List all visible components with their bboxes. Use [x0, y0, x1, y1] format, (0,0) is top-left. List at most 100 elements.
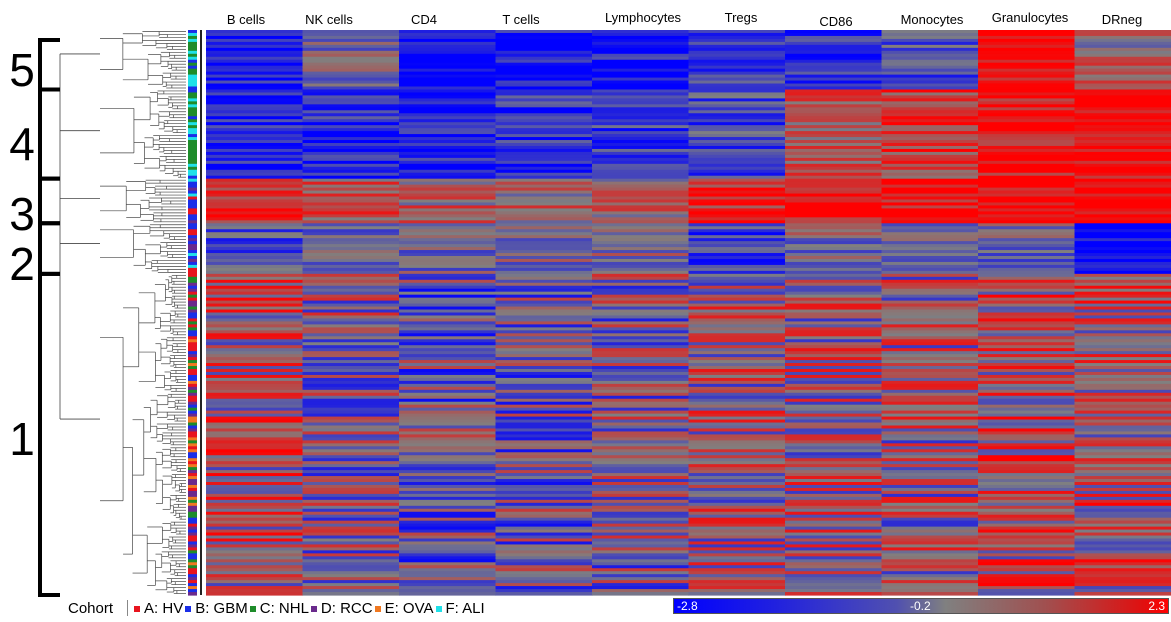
cohort-cell — [188, 312, 197, 317]
heatmap-cell — [592, 122, 690, 126]
heatmap-cell — [785, 104, 883, 108]
heatmap-cell — [592, 220, 690, 224]
heatmap-cell — [399, 47, 497, 52]
heatmap-cell — [881, 562, 979, 566]
heatmap-cell — [785, 532, 883, 537]
heatmap-cell — [495, 517, 593, 522]
cohort-cell — [188, 443, 197, 447]
heatmap-cell — [302, 345, 400, 349]
heatmap-cell — [1074, 324, 1171, 328]
heatmap-cell — [1074, 592, 1171, 596]
heatmap-cell — [688, 455, 786, 459]
heatmap-cell — [206, 86, 304, 91]
cohort-cell — [188, 86, 197, 91]
heatmap-cell — [206, 199, 304, 204]
heatmap-cell — [495, 113, 593, 117]
heatmap-cell — [785, 306, 883, 311]
cohort-cell — [188, 303, 197, 308]
heatmap-cell — [495, 345, 593, 349]
heatmap-cell — [785, 461, 883, 465]
heatmap-cell — [399, 369, 497, 373]
heatmap-cell — [399, 86, 497, 91]
heatmap-cell — [688, 428, 786, 433]
heatmap-cell — [592, 502, 690, 507]
heatmap-cell — [495, 547, 593, 551]
cohort-cell — [188, 571, 197, 575]
heatmap-cell — [1074, 446, 1171, 450]
heatmap-cell — [1074, 157, 1171, 162]
heatmap-cell — [495, 493, 593, 498]
heatmap-cell — [1074, 544, 1171, 549]
heatmap-cell — [495, 443, 593, 447]
heatmap-cell — [881, 32, 979, 37]
heatmap-cell — [881, 592, 979, 596]
cohort-cell — [188, 196, 197, 201]
heatmap-cell — [881, 101, 979, 105]
cluster-bracket — [38, 38, 60, 92]
heatmap-cell — [302, 502, 400, 507]
heatmap-cell — [881, 134, 979, 138]
heatmap-cell — [1074, 41, 1171, 46]
heatmap-cell — [592, 74, 690, 79]
heatmap-cell — [1074, 369, 1171, 373]
heatmap-cell — [1074, 119, 1171, 123]
heatmap-cell — [399, 547, 497, 551]
heatmap-cell — [495, 434, 593, 438]
cohort-cell — [188, 264, 197, 269]
heatmap-cell — [1074, 256, 1171, 260]
cohort-cell — [188, 279, 197, 284]
heatmap-cell — [592, 517, 690, 522]
heatmap-cell — [688, 80, 786, 85]
heatmap-cell — [978, 422, 1076, 427]
heatmap-cell — [978, 342, 1076, 346]
heatmap-cell — [785, 589, 883, 593]
heatmap-cell — [399, 276, 497, 281]
heatmap-cell — [1074, 44, 1171, 49]
cohort-cell — [188, 345, 197, 349]
heatmap-cell — [785, 145, 883, 150]
heatmap-cell — [592, 110, 690, 114]
heatmap-cell — [1074, 422, 1171, 427]
heatmap-cell — [688, 330, 786, 334]
heatmap-cell — [206, 279, 304, 284]
heatmap-cell — [495, 250, 593, 254]
heatmap-cell — [978, 476, 1076, 480]
heatmap-cell — [688, 550, 786, 554]
heatmap-cell — [978, 431, 1076, 436]
heatmap-cell — [206, 270, 304, 275]
heatmap-cell — [1074, 398, 1171, 403]
heatmap-cell — [881, 294, 979, 299]
heatmap-cell — [592, 211, 690, 215]
heatmap-cell — [785, 446, 883, 450]
cohort-cell — [188, 166, 197, 171]
heatmap-cell — [302, 172, 400, 177]
heatmap-cell — [592, 151, 690, 156]
heatmap-cell — [399, 288, 497, 293]
heatmap-cell — [399, 523, 497, 528]
heatmap-cell — [785, 282, 883, 287]
heatmap-cell — [495, 38, 593, 43]
heatmap-cell — [399, 92, 497, 97]
heatmap-cell — [206, 30, 304, 34]
heatmap-cell — [592, 312, 690, 317]
heatmap-cell — [785, 294, 883, 299]
heatmap-cell — [1074, 208, 1171, 212]
heatmap-cell — [399, 321, 497, 325]
heatmap-cell — [978, 496, 1076, 501]
heatmap-cell — [495, 157, 593, 162]
heatmap-cell — [592, 202, 690, 207]
heatmap-cell — [495, 428, 593, 433]
heatmap-cell — [688, 250, 786, 254]
cohort-cell — [188, 437, 197, 441]
heatmap-cell — [1074, 487, 1171, 492]
heatmap-cell — [495, 71, 593, 76]
heatmap-cell — [881, 502, 979, 507]
heatmap-cell — [592, 128, 690, 132]
heatmap-cell — [302, 532, 400, 537]
heatmap-cell — [399, 190, 497, 195]
heatmap-cell — [1074, 107, 1171, 111]
heatmap-cell — [206, 520, 304, 525]
heatmap-cell — [592, 592, 690, 596]
heatmap-cell — [399, 479, 497, 483]
heatmap-cell — [785, 140, 883, 144]
